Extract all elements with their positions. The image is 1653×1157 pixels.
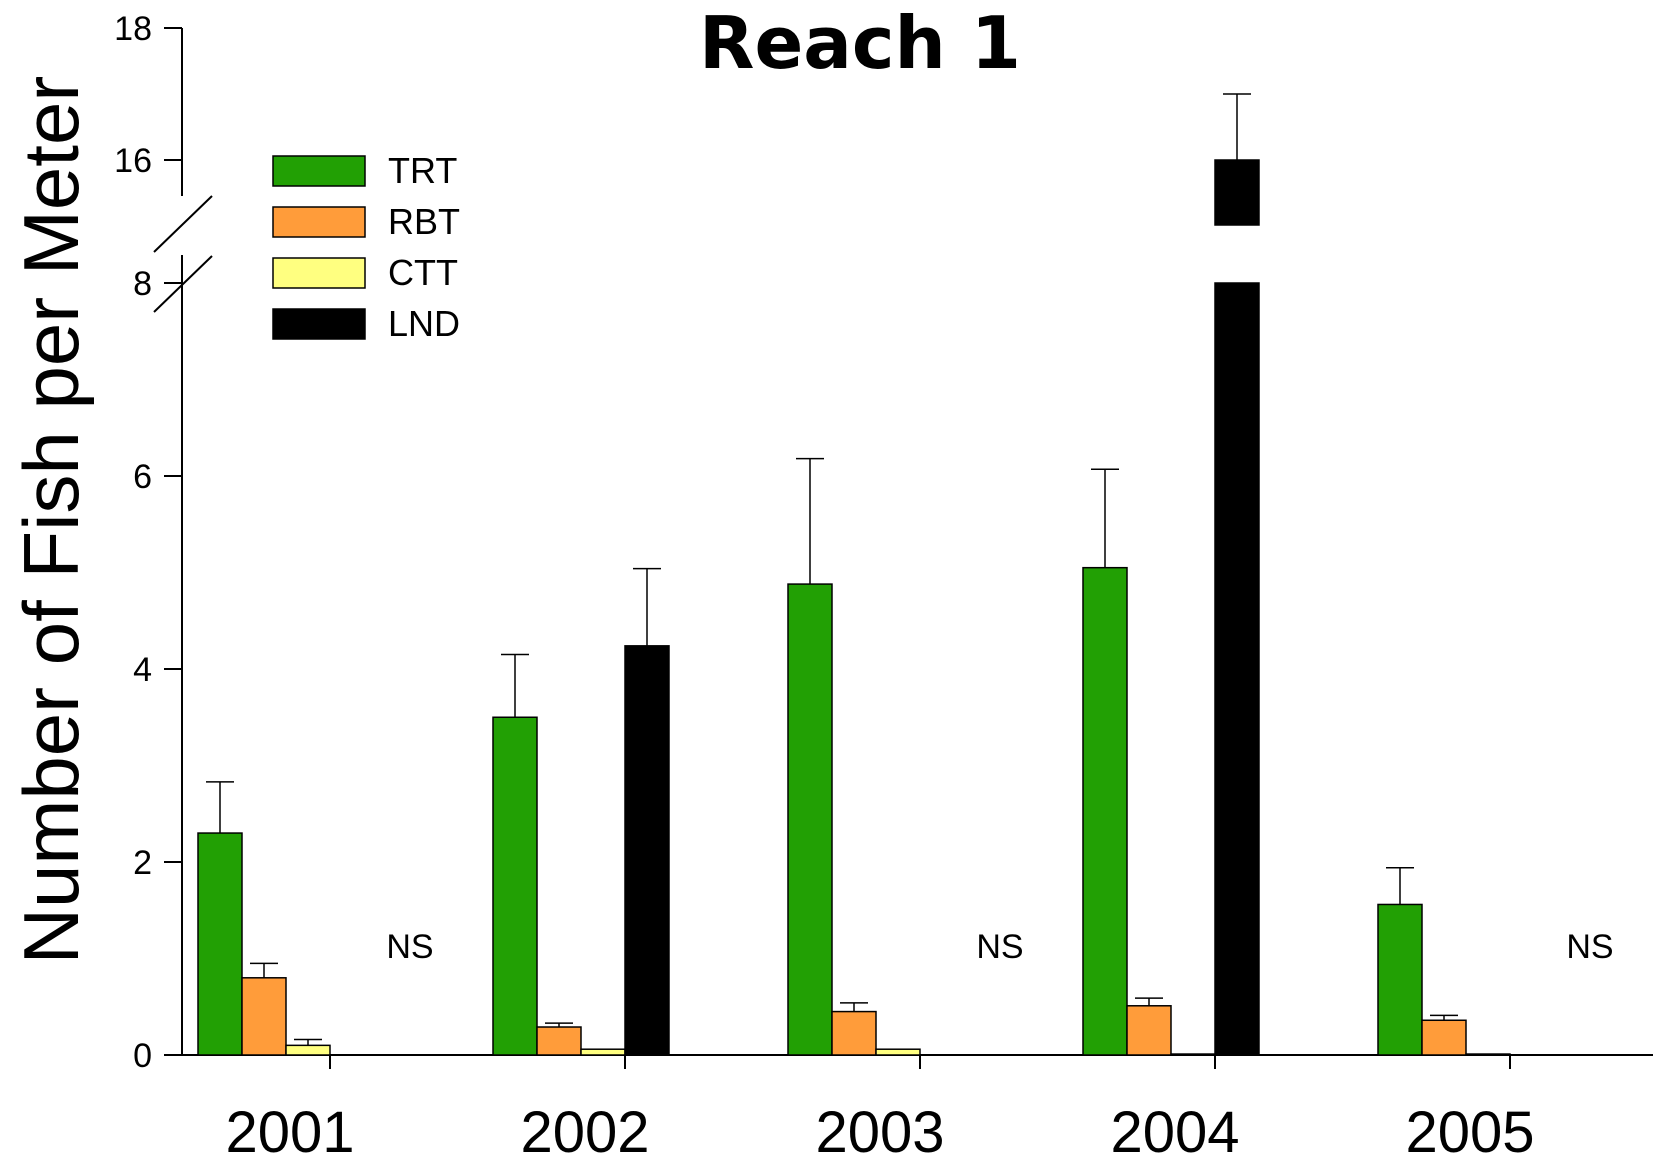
bar-lnd <box>1214 282 1260 1056</box>
bar-rbt <box>536 1026 582 1056</box>
y-axis-label: Number of Fish per Meter <box>7 76 95 965</box>
legend-label: LND <box>388 303 460 344</box>
bar-lnd <box>624 645 670 1056</box>
annotation-ns: NS <box>386 928 433 966</box>
bars <box>197 93 1511 1056</box>
axis-break-mark <box>153 255 213 313</box>
bar-rbt <box>1126 1005 1172 1056</box>
bar-rbt <box>241 977 287 1056</box>
legend-swatch-ctt <box>272 257 366 289</box>
bar-ctt <box>875 1048 921 1056</box>
annotation-ns: NS <box>1566 928 1613 966</box>
legend-swatch-lnd <box>272 308 366 340</box>
y-tick-label: 0 <box>133 1037 152 1075</box>
legend-label: CTT <box>388 252 458 293</box>
y-tick-label: 18 <box>114 10 152 48</box>
chart-title: Reach 1 <box>699 1 1021 85</box>
bar-ctt <box>580 1048 626 1056</box>
bar-ctt <box>1170 1053 1216 1056</box>
y-tick-label: 6 <box>133 458 152 496</box>
legend-label: TRT <box>388 150 457 191</box>
legend-swatch-trt <box>272 155 366 187</box>
y-tick-label: 8 <box>133 265 152 303</box>
y-tick-label: 2 <box>133 844 152 882</box>
bar-ctt <box>285 1044 331 1056</box>
bar-trt <box>787 583 833 1056</box>
bar-ctt <box>1465 1053 1511 1056</box>
bar-trt <box>1082 566 1128 1056</box>
x-tick-label: 2005 <box>1405 1100 1534 1157</box>
x-tick-label: 2004 <box>1110 1100 1239 1157</box>
legend-swatch-rbt <box>272 206 366 238</box>
bar-trt <box>492 716 538 1056</box>
bar-lnd-upper <box>1214 159 1260 226</box>
x-tick-label: 2002 <box>520 1100 649 1157</box>
x-tick-label: 2003 <box>815 1100 944 1157</box>
bar-rbt <box>831 1010 877 1056</box>
annotations: NS NS NS <box>386 928 1613 966</box>
x-tick-label: 2001 <box>225 1100 354 1157</box>
bar-trt <box>1377 903 1423 1056</box>
bar-rbt <box>1421 1019 1467 1056</box>
legend-label: RBT <box>388 201 460 242</box>
y-tick-label: 16 <box>114 142 152 180</box>
annotation-ns: NS <box>976 928 1023 966</box>
legend: TRT RBT CTT LND <box>272 150 460 344</box>
bar-trt <box>197 832 243 1056</box>
y-tick-label: 4 <box>133 651 152 689</box>
axis-break-mark <box>153 195 213 253</box>
